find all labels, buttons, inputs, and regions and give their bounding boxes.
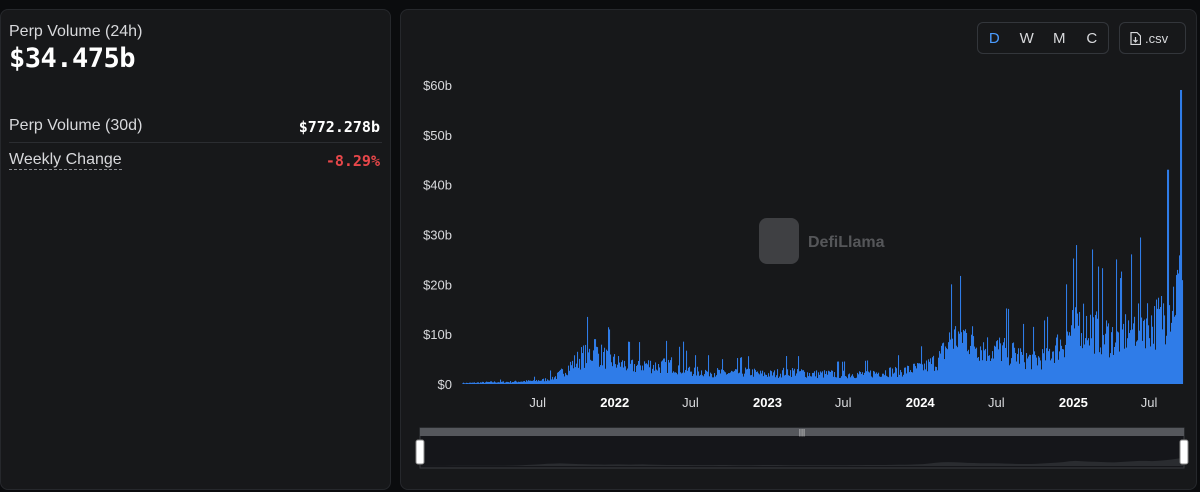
period-button-c[interactable]: C — [1086, 29, 1098, 47]
csv-download-button[interactable]: .csv — [1119, 22, 1186, 54]
weekly-change-label-text[interactable]: Weekly Change — [9, 151, 122, 170]
perp-volume-30d-value: $772.278b — [298, 118, 380, 136]
perp-volume-30d-label: Perp Volume (30d) — [9, 117, 143, 134]
file-download-icon — [1130, 31, 1141, 45]
period-button-w[interactable]: W — [1019, 29, 1034, 47]
stats-divider — [9, 142, 382, 143]
weekly-change-label[interactable]: Weekly Change — [9, 151, 122, 170]
period-button-d[interactable]: D — [988, 29, 1000, 47]
weekly-change-value: -8.29% — [325, 152, 380, 170]
csv-label[interactable]: .csv — [1145, 30, 1169, 46]
period-button-m[interactable]: M — [1053, 29, 1066, 47]
perp-volume-24h-value: $34.475b — [9, 43, 136, 74]
csv-button-inner[interactable]: .csv — [1120, 31, 1178, 46]
perp-volume-24h-label: Perp Volume (24h) — [9, 23, 143, 40]
chart-panel: D W M C .csv — [400, 9, 1197, 490]
stats-panel: Perp Volume (24h) $34.475b Perp Volume (… — [0, 9, 391, 490]
